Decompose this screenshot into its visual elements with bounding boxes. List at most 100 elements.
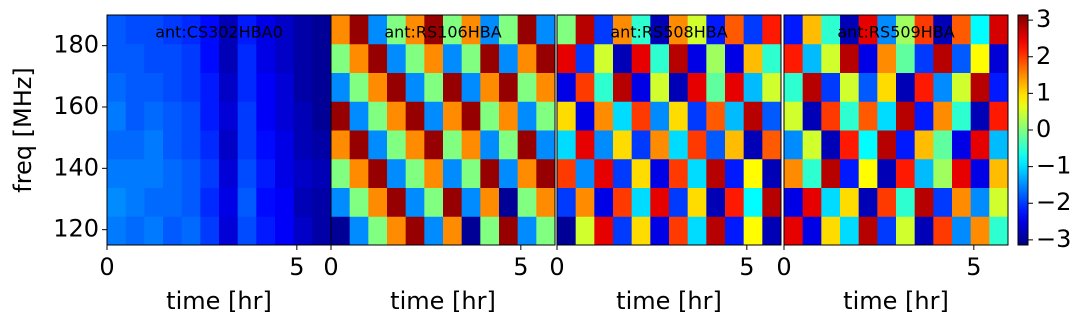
heat-cell [557, 187, 577, 217]
heat-cell [914, 158, 934, 188]
heat-cell [802, 101, 822, 131]
heat-cell [784, 72, 804, 102]
heat-cell [743, 15, 763, 45]
heat-cell [725, 216, 745, 246]
heat-cell [181, 216, 201, 246]
heat-cell [517, 216, 537, 246]
heat-cell [312, 158, 332, 188]
heat-cell [914, 101, 934, 131]
heat-cell [387, 187, 407, 217]
heat-cell [424, 101, 444, 131]
x-axis-label: time [hr] [843, 287, 949, 315]
plot-frame [330, 14, 556, 246]
heat-cell [575, 130, 595, 160]
heat-cell [275, 15, 295, 45]
heat-cell [163, 72, 183, 102]
heat-cell [970, 158, 990, 188]
heat-cell [989, 187, 1009, 217]
heat-cell [424, 43, 444, 73]
heat-cell [896, 216, 916, 246]
heat-cell [706, 187, 726, 217]
heat-cell [461, 130, 481, 160]
heat-cell [107, 43, 127, 73]
heat-cell [536, 158, 556, 188]
heat-cell [536, 43, 556, 73]
heat-cell [802, 15, 822, 45]
heat-cell [293, 43, 313, 73]
heat-cell [840, 130, 860, 160]
heat-cell [331, 101, 351, 131]
heat-cell [687, 216, 707, 246]
heat-cell [725, 43, 745, 73]
heat-cell [952, 158, 972, 188]
heat-cell [312, 101, 332, 131]
heat-cell [858, 216, 878, 246]
heat-cell [499, 72, 519, 102]
heat-cell [858, 130, 878, 160]
heat-cell [821, 130, 841, 160]
heat-cell [557, 72, 577, 102]
x-tick-label: 0 [549, 253, 564, 281]
heat-cell [575, 187, 595, 217]
heat-cell [256, 187, 276, 217]
heat-cell [802, 43, 822, 73]
heat-cell [219, 43, 239, 73]
y-tick-label: 120 [53, 215, 99, 243]
heat-cell [349, 187, 369, 217]
heat-cell [387, 158, 407, 188]
heat-cell [499, 158, 519, 188]
heat-cell [762, 216, 782, 246]
heat-cell [933, 158, 953, 188]
heat-cell [237, 15, 257, 45]
heat-cell [256, 43, 276, 73]
heat-cell [107, 101, 127, 131]
heat-cell [405, 187, 425, 217]
heat-cell [499, 216, 519, 246]
heat-cell [743, 101, 763, 131]
heat-cell [706, 72, 726, 102]
heat-cell [331, 15, 351, 45]
heat-cell [802, 216, 822, 246]
heat-cell [840, 158, 860, 188]
heat-cell [368, 101, 388, 131]
heat-cell [349, 15, 369, 45]
heat-cell [762, 15, 782, 45]
heat-cell [125, 101, 145, 131]
heat-cell [594, 72, 614, 102]
heat-cell [631, 43, 651, 73]
heat-cell [387, 43, 407, 73]
heat-cell [896, 15, 916, 45]
heat-cell [970, 130, 990, 160]
heat-cell [125, 15, 145, 45]
heat-cell [687, 130, 707, 160]
heat-cell [163, 130, 183, 160]
heat-cell [349, 43, 369, 73]
heat-cell [163, 216, 183, 246]
heat-cell [821, 216, 841, 246]
heat-cell [631, 158, 651, 188]
heat-cell [650, 43, 670, 73]
heat-cell [312, 216, 332, 246]
heat-cell [163, 15, 183, 45]
heat-cell [687, 101, 707, 131]
heat-cell [256, 158, 276, 188]
heat-cell [461, 187, 481, 217]
x-axis-label: time [hr] [616, 287, 722, 315]
heat-cell [952, 15, 972, 45]
heat-cell [802, 158, 822, 188]
heat-cell [762, 130, 782, 160]
plot-frame [783, 14, 1009, 246]
y-tick-label: 140 [53, 153, 99, 181]
heat-cell [107, 187, 127, 217]
heat-cell [480, 15, 500, 45]
heat-cell [237, 187, 257, 217]
heat-cell [650, 216, 670, 246]
heat-cell [840, 216, 860, 246]
heat-cell [989, 15, 1009, 45]
heat-cell [200, 15, 220, 45]
heat-cell [650, 187, 670, 217]
heat-cell [877, 158, 897, 188]
heat-cell [989, 130, 1009, 160]
heat-cell [219, 130, 239, 160]
heat-cell [144, 101, 164, 131]
